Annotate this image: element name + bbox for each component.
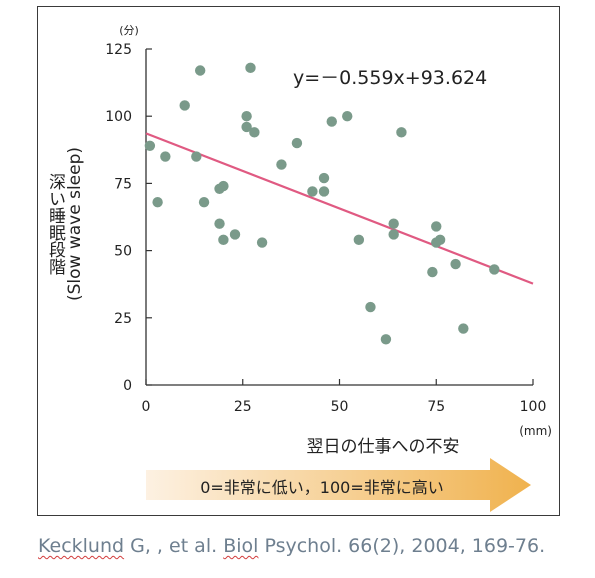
data-point [342, 111, 353, 122]
data-point [276, 159, 287, 170]
data-point [194, 65, 206, 76]
data-point [380, 334, 392, 345]
data-point [365, 301, 376, 313]
citation-middle: G, , et al. [124, 535, 224, 557]
data-point [396, 127, 407, 138]
figure-frame: 0 25 50 75 100 125 0 25 50 75 100 y=－0.559x+93.624… [37, 6, 560, 516]
y-tick-label: 25 [114, 311, 132, 327]
regression-line [145, 132, 534, 285]
arrow-caption: 0=非常に低い，100=非常に高い [200, 478, 444, 497]
y-tick-label: 75 [114, 176, 132, 192]
citation-rest: Psychol. 66(2), 2004, 169-76. [258, 535, 546, 557]
data-point [307, 186, 318, 197]
data-point [256, 237, 268, 248]
citation-author: Kecklund [38, 535, 125, 557]
data-point [431, 221, 442, 232]
data-point [241, 111, 252, 122]
data-point [326, 116, 337, 127]
data-point [489, 264, 500, 275]
regression-equation: y=－0.559x+93.624 [293, 67, 487, 89]
scatter-chart: 0 25 50 75 100 125 0 25 50 75 100 y=－0.559x+93.624… [45, 24, 552, 512]
data-point [160, 151, 171, 162]
data-point [152, 197, 163, 208]
citation-journal: Biol [223, 535, 259, 557]
y-tick-label: 50 [114, 244, 132, 260]
data-point [198, 197, 210, 208]
data-point [229, 229, 241, 240]
data-point [318, 186, 330, 197]
data-point [218, 234, 229, 246]
y-axis-label-jp: 深い睡眠段階 [45, 173, 66, 275]
citation: Kecklund G, , et al. Biol Psychol. 66(2)… [38, 535, 545, 557]
x-tick-label: 0 [142, 399, 151, 415]
x-axis-label: 翌日の仕事への不安 [307, 437, 460, 457]
data-point [191, 151, 202, 162]
data-point [318, 172, 330, 184]
data-point [427, 266, 438, 278]
data-point [218, 180, 229, 192]
x-tick-label: 25 [234, 399, 252, 415]
data-point [245, 62, 256, 74]
data-point [179, 100, 190, 111]
x-tick-label: 50 [331, 399, 349, 415]
data-point [144, 140, 156, 151]
data-point [241, 121, 252, 133]
data-point [458, 323, 469, 334]
data-point [249, 127, 260, 138]
x-tick-label: 75 [427, 399, 445, 415]
data-point [388, 218, 399, 229]
y-unit-label: (分) [119, 24, 139, 37]
x-unit-label: (mm) [519, 424, 552, 438]
y-tick-label: 100 [105, 109, 132, 125]
x-tick-label: 100 [520, 399, 547, 415]
data-point [434, 234, 446, 246]
y-tick-label: 0 [123, 378, 132, 394]
data-point [291, 137, 303, 149]
y-axis-label-en: (Slow wave sleep) [65, 147, 85, 301]
data-point [450, 258, 461, 270]
y-tick-label: 125 [105, 42, 132, 58]
data-point [214, 218, 225, 229]
data-point [353, 234, 365, 246]
scale-arrow [146, 458, 531, 512]
data-point [388, 229, 399, 240]
